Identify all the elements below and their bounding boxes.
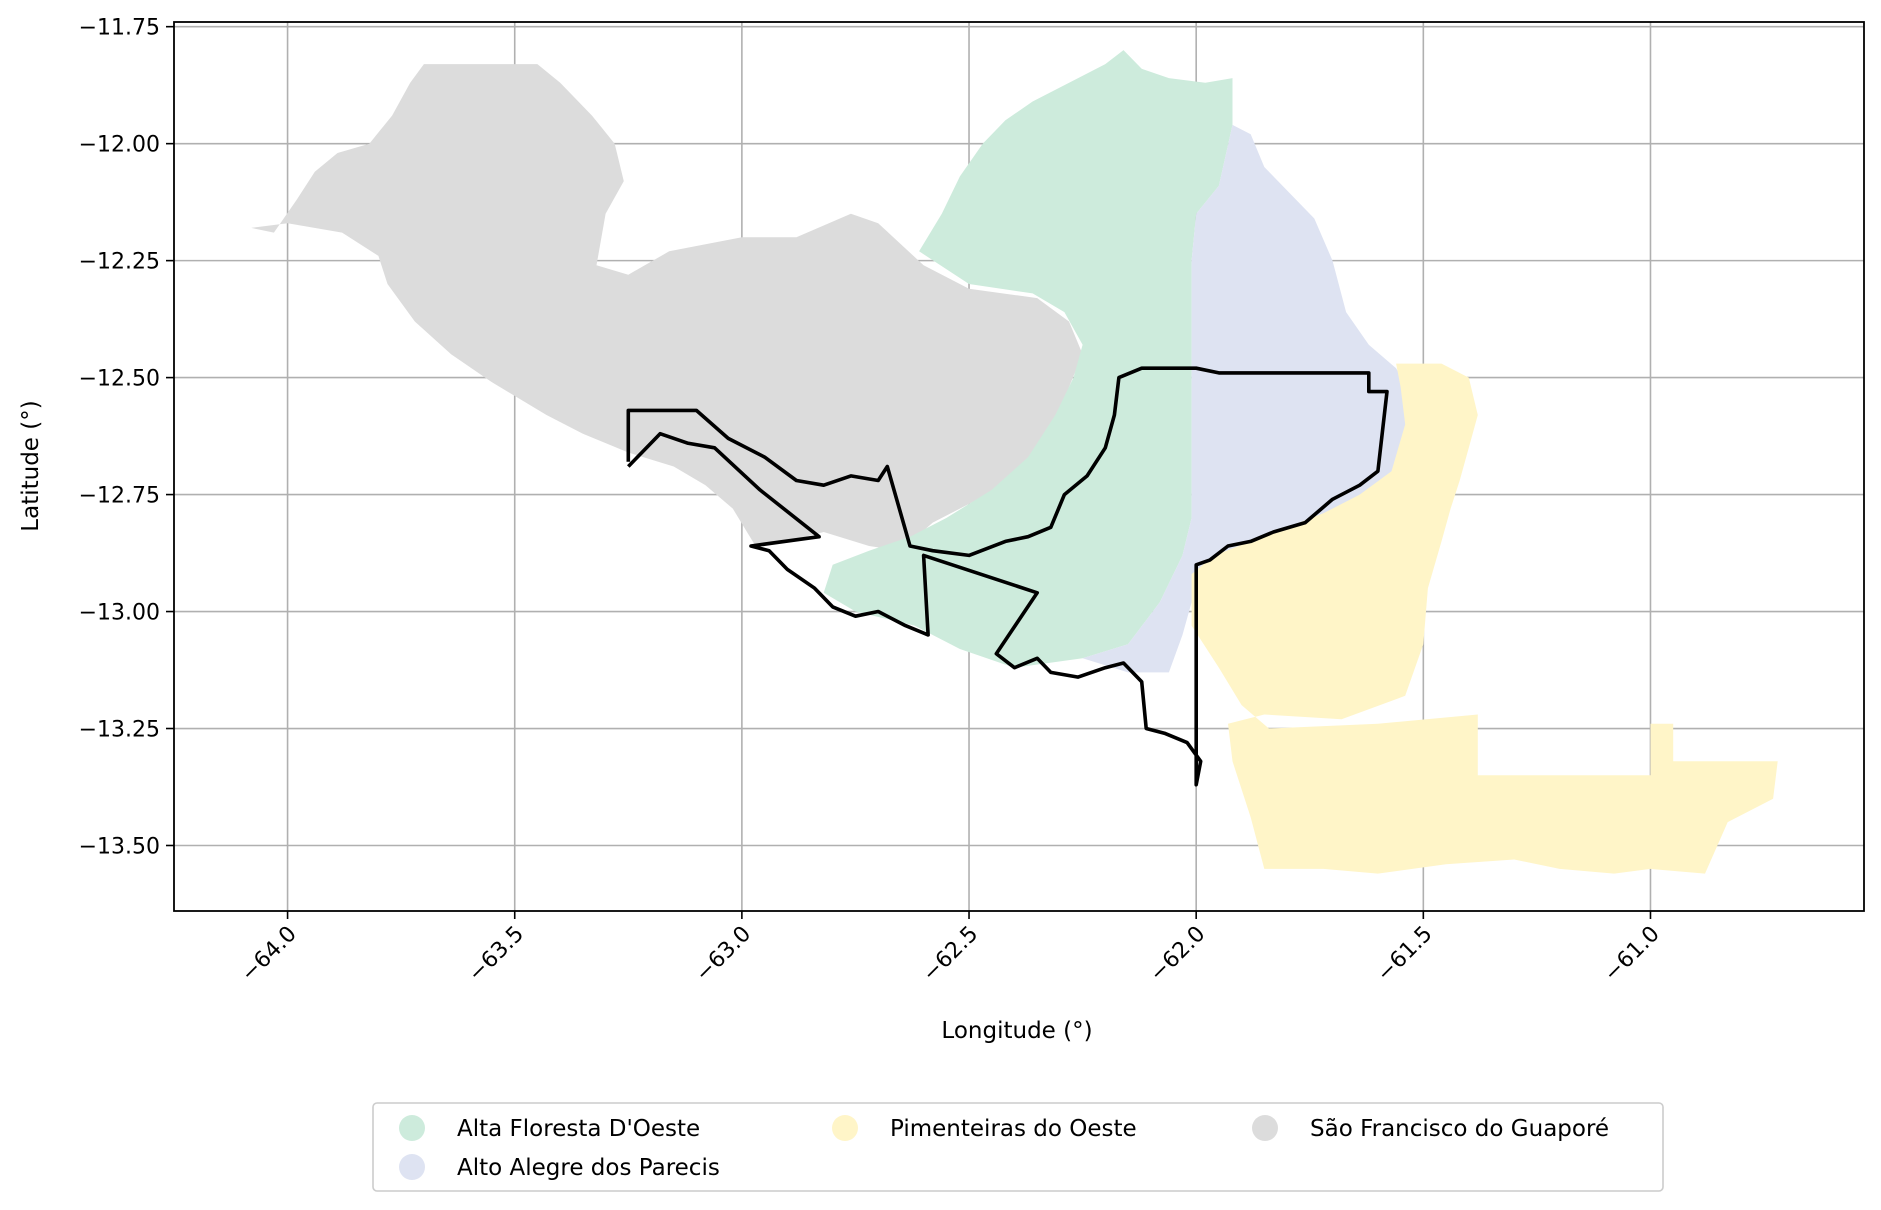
- region-s-o-francisco-do-guapor-: [251, 64, 1083, 551]
- y-tick-label: −12.00: [79, 133, 160, 158]
- region-alto-alegre-dos-parecis: [1082, 124, 1415, 673]
- legend-marker: [399, 1154, 425, 1180]
- legend-label: Alta Floresta D'Oeste: [457, 1116, 700, 1142]
- x-axis-label: Longitude (°): [941, 1018, 1092, 1044]
- region-pimenteiras-do-oeste: [1191, 363, 1778, 874]
- legend-label: Pimenteiras do Oeste: [890, 1116, 1137, 1142]
- region-alta-floresta-d-oeste: [823, 50, 1233, 668]
- y-axis-ticks: −11.75 −12.00 −12.25 −12.50 −12.75 −13.00 −13.…: [79, 16, 174, 859]
- y-tick-label: −13.25: [79, 718, 160, 743]
- boundary-outline: [626, 366, 1389, 787]
- y-tick-label: −13.50: [79, 834, 160, 859]
- legend-entries: Alta Floresta D'Oeste Alto Alegre dos Par…: [399, 1115, 1609, 1181]
- plot-frame: [173, 21, 1865, 912]
- y-tick-label: −13.00: [79, 601, 160, 626]
- study-area-outline: [626, 366, 1389, 787]
- legend: Alta Floresta D'Oeste Alto Alegre dos Par…: [372, 1102, 1664, 1192]
- y-tick-label: −12.25: [79, 250, 160, 275]
- legend-marker: [1252, 1115, 1278, 1141]
- y-tick-label: −11.75: [79, 16, 160, 41]
- y-tick-label: −12.50: [79, 367, 160, 392]
- legend-label: Alto Alegre dos Parecis: [457, 1155, 720, 1181]
- municipality-regions: [251, 50, 1778, 874]
- legend-marker: [399, 1115, 425, 1141]
- legend-label: São Francisco do Guaporé: [1310, 1116, 1609, 1142]
- y-tick-label: −12.75: [79, 484, 160, 509]
- y-axis-label: Latitude (°): [18, 400, 44, 531]
- legend-marker: [832, 1115, 858, 1141]
- legend-frame: [372, 1102, 1664, 1192]
